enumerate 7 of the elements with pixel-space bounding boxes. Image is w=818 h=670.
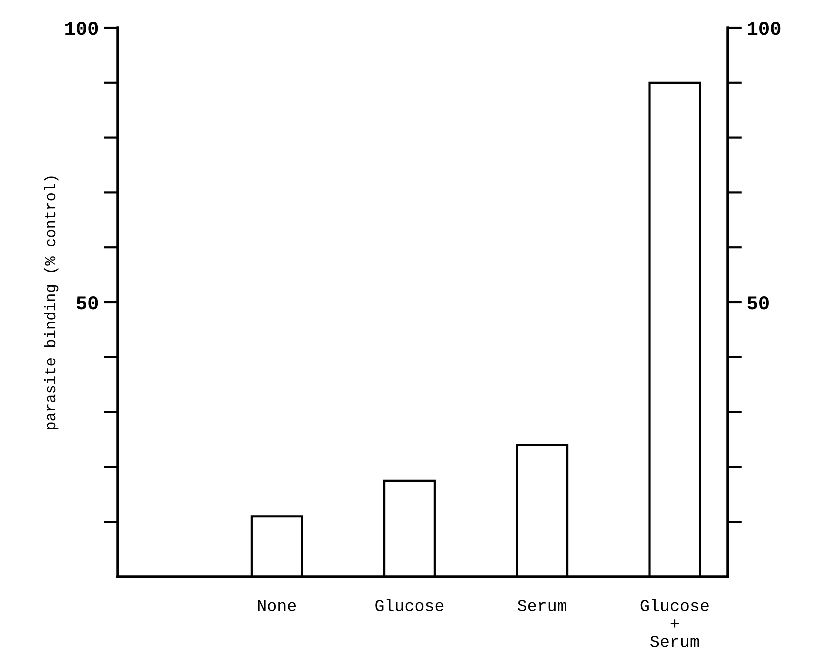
x-tick-label: Glucose + Serum xyxy=(640,599,709,648)
x-tick-label: None xyxy=(258,600,296,612)
y2-tick-label: 50 xyxy=(748,296,769,310)
y2-tick-label: 100 xyxy=(748,22,781,36)
x-tick-label: Glucose xyxy=(376,599,444,612)
x-tick-label: Serum xyxy=(518,600,566,612)
y-axis-title: parasite binding (% control) xyxy=(44,176,59,430)
